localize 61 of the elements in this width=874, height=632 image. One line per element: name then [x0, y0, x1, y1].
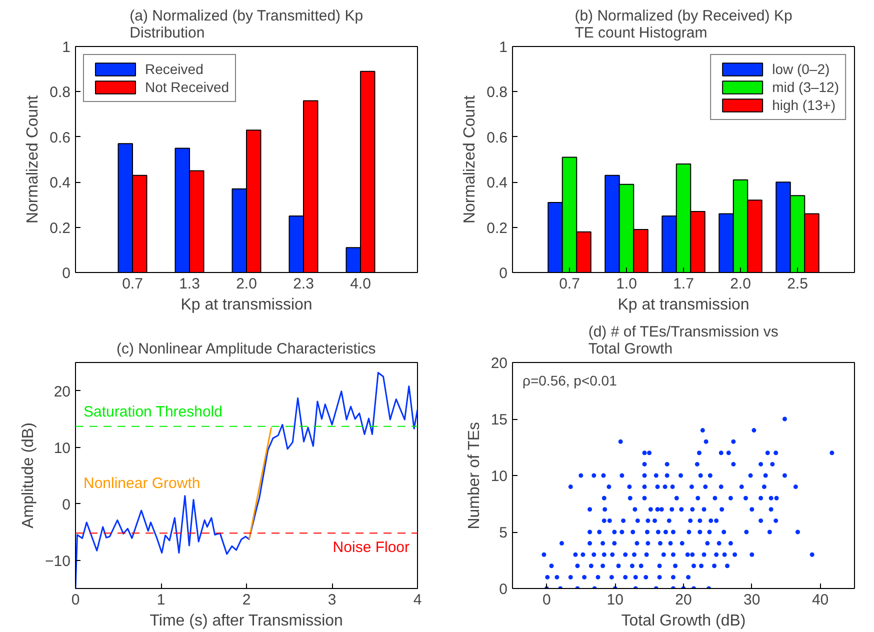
y-axis-title: Normalized Count	[24, 94, 42, 224]
legend-label: low (0–2)	[772, 61, 830, 77]
y-tick-label: 0.2	[486, 220, 508, 237]
y-axis-title: Amplitude (dB)	[20, 422, 38, 528]
y-tick-label: 1	[499, 39, 508, 56]
x-axis-title: Kp at transmission	[180, 296, 312, 314]
x-tick-label: 4	[413, 592, 422, 608]
x-tick-label: 2.0	[730, 276, 751, 292]
x-tick-label: 0.7	[122, 276, 143, 292]
y-tick-label: −10	[45, 552, 71, 570]
legend-label: high (13+)	[772, 97, 836, 113]
chart-title: (d) # of TEs/Transmission vs Total Growth	[588, 324, 778, 358]
y-tick-label: 0.6	[486, 129, 508, 146]
ref-line-label: Saturation Threshold	[84, 403, 222, 420]
x-tick-label: 10	[606, 592, 624, 608]
y-tick-label: 0	[62, 496, 70, 514]
y-tick-label: 15	[490, 412, 508, 428]
y-axis-title: Normalized Count	[462, 94, 479, 224]
x-tick-label: 1	[156, 592, 166, 608]
x-axis-title: Kp at transmission	[618, 296, 750, 314]
y-tick-label: 5	[499, 524, 508, 542]
y-tick-label: 0	[499, 581, 508, 598]
chart-title: (c) Nonlinear Amplitude Characteristics	[116, 340, 376, 358]
x-tick-label: 2.3	[293, 276, 314, 292]
y-axis-title: Number of TEs	[466, 422, 483, 530]
x-tick-label: 4.0	[350, 276, 371, 292]
y-tick-label: 0	[499, 265, 508, 282]
x-tick-label: 1.3	[179, 276, 200, 292]
y-tick-label: 0	[62, 265, 70, 282]
y-tick-label: 0.8	[486, 84, 508, 102]
x-tick-label: 3	[328, 592, 336, 608]
y-tick-label: 1	[62, 39, 70, 56]
x-tick-label: 2.5	[787, 276, 808, 292]
annotation: ρ=0.56, p<0.01	[522, 372, 618, 388]
x-tick-label: 0	[542, 592, 551, 608]
legend-label: Not Received	[145, 79, 230, 95]
ref-line-label: Noise Floor	[332, 539, 410, 556]
y-tick-label: 0.2	[50, 220, 71, 237]
x-tick-label: 2	[242, 592, 251, 608]
y-tick-label: 10	[54, 440, 71, 457]
y-tick-label: 20	[490, 355, 508, 372]
chart-title: (b) Normalized (by Received) Kp TE count Histogram	[574, 8, 792, 42]
x-tick-label: 1.7	[673, 276, 694, 292]
x-axis-title: Time (s) after Transmission	[150, 612, 343, 630]
x-tick-label: 30	[744, 592, 760, 608]
x-axis-title: Total Growth (dB)	[621, 612, 746, 630]
y-tick-label: 0.6	[50, 129, 71, 146]
y-tick-label: 0.4	[50, 174, 71, 192]
x-tick-label: 2.0	[236, 276, 257, 292]
y-tick-label: 0.4	[486, 174, 508, 192]
y-tick-label: 10	[490, 468, 508, 485]
x-tick-label: 1.0	[616, 276, 637, 292]
legend-label: mid (3–12)	[772, 79, 839, 95]
legend-label: Received	[145, 61, 204, 77]
x-tick-label: 40	[812, 592, 829, 608]
chart-title: (a) Normalized (by Transmitted) Kp Distribution	[130, 8, 364, 42]
y-tick-label: 20	[54, 383, 71, 400]
x-tick-label: 0.7	[559, 276, 580, 292]
x-tick-label: 20	[675, 592, 692, 608]
y-tick-label: 0.8	[50, 84, 71, 102]
text: Nonlinear Growth	[84, 474, 200, 492]
